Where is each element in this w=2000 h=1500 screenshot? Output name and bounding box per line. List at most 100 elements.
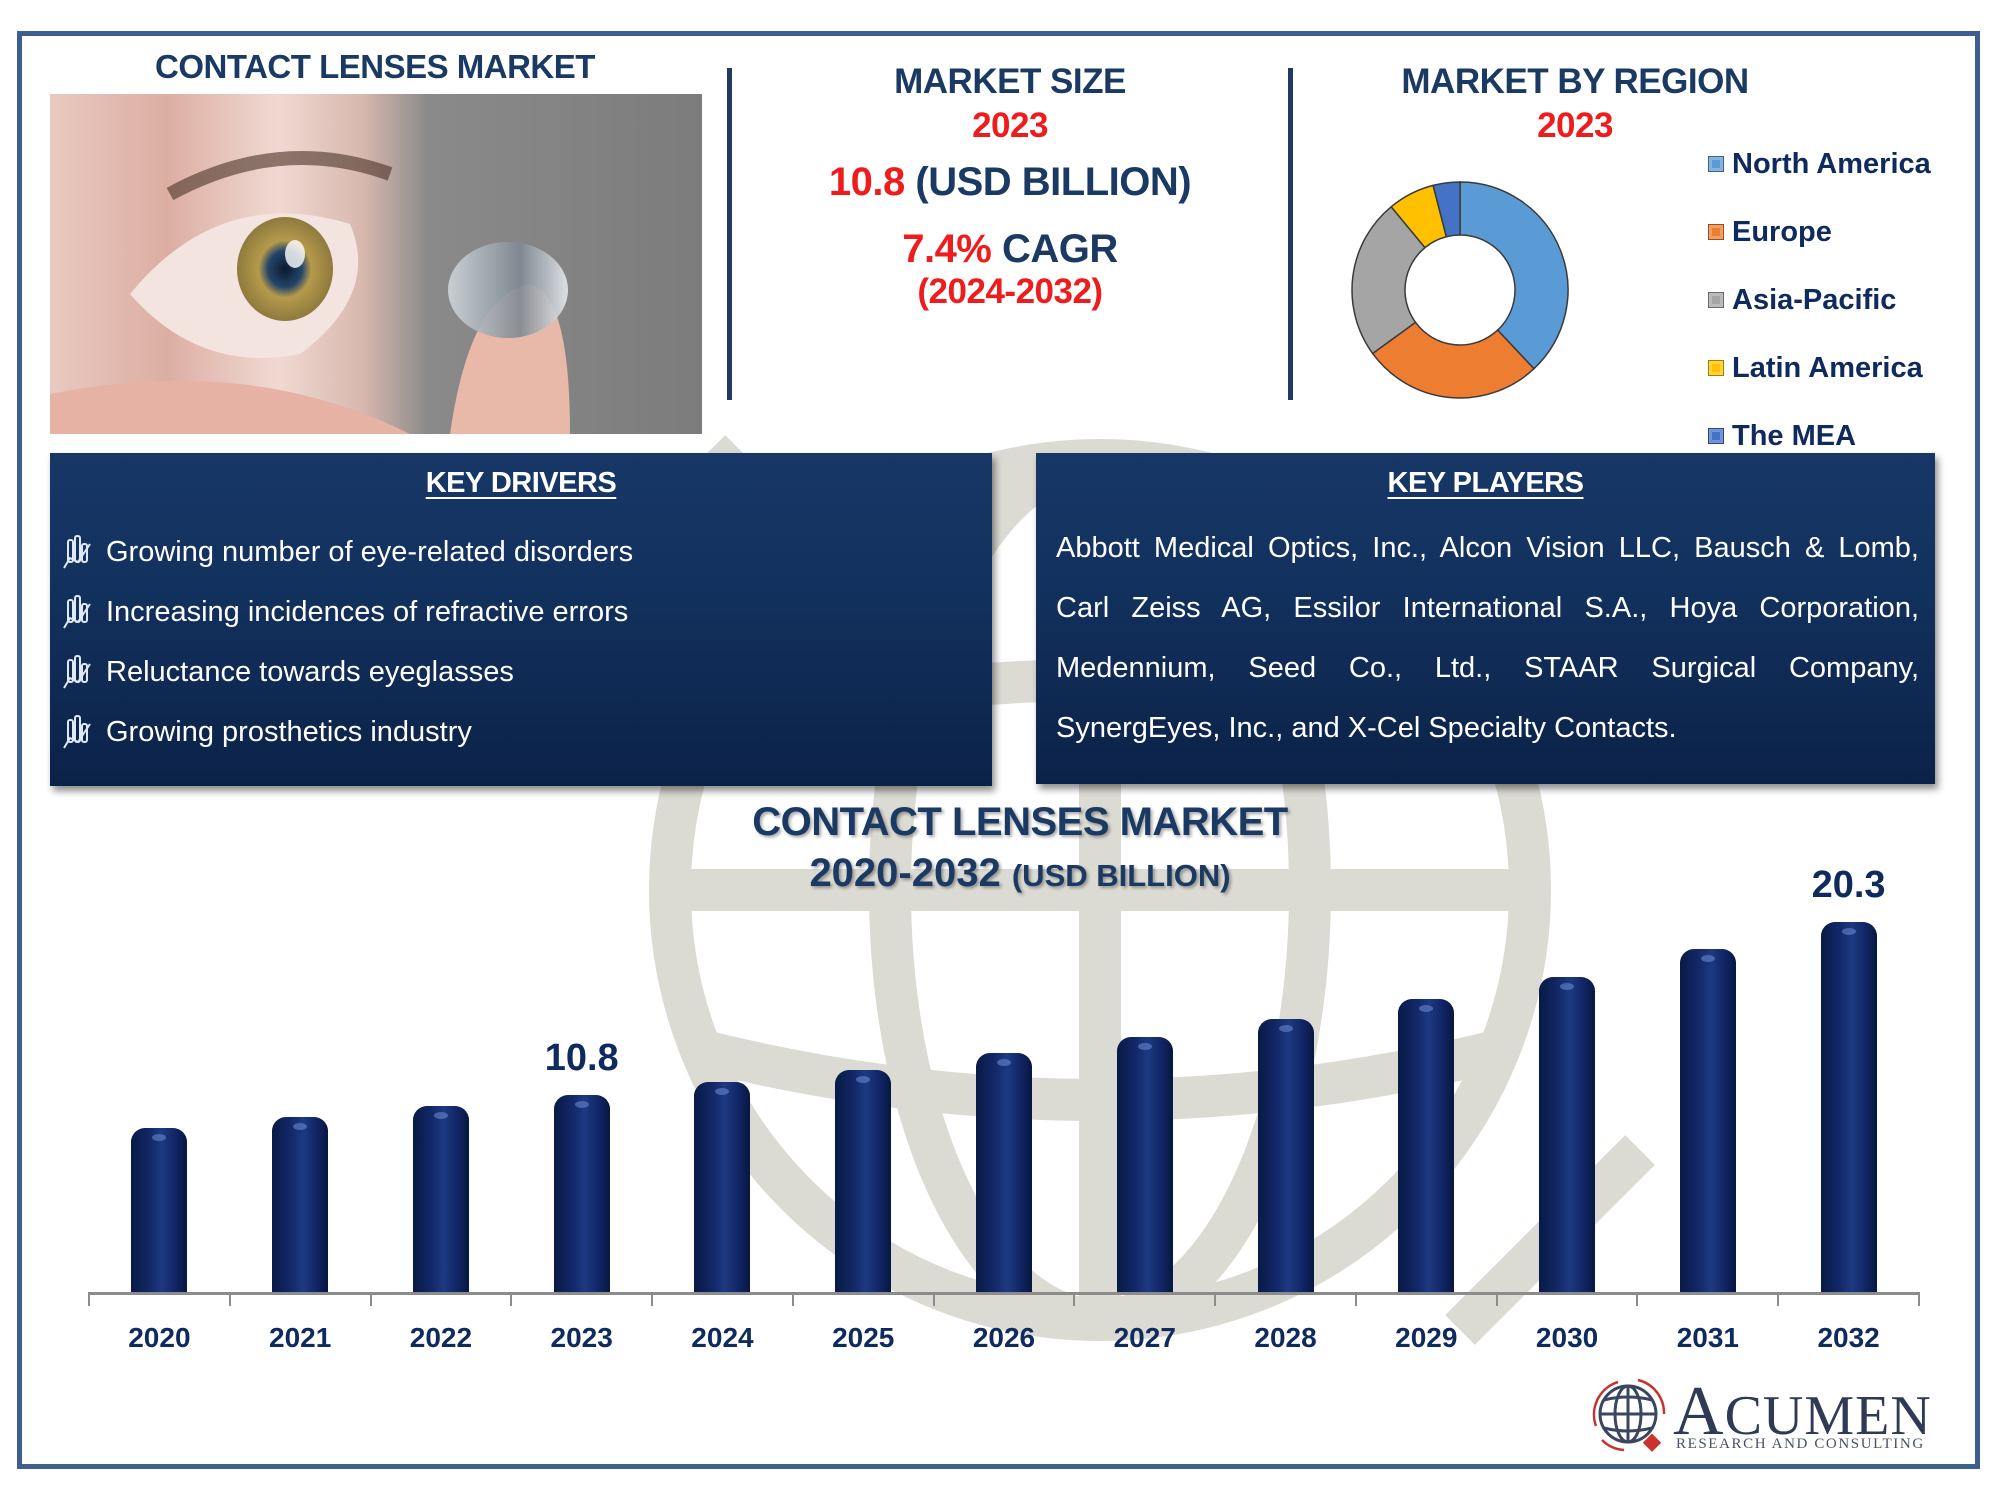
bar-rect xyxy=(272,1117,329,1292)
driver-item: Reluctance towards eyeglasses xyxy=(62,642,992,702)
driver-text: Growing number of eye-related disorders xyxy=(106,535,634,568)
bar-2028: 2028 xyxy=(1215,860,1356,1360)
market-size-value: 10.8 xyxy=(828,160,905,204)
key-drivers-heading: KEY DRIVERS xyxy=(425,467,617,499)
region-legend: North America Europe Asia-Pacific Latin … xyxy=(1708,130,1968,470)
region-year: 2023 xyxy=(1537,106,1613,145)
legend-item-latin-america: Latin America xyxy=(1708,334,1968,402)
bar-rect xyxy=(1820,922,1877,1292)
driver-item: Increasing incidences of refractive erro… xyxy=(62,582,992,642)
x-axis-label: 2031 xyxy=(1676,1322,1739,1353)
x-axis-tick xyxy=(651,1292,654,1306)
x-axis-tick xyxy=(791,1292,794,1306)
driver-text: Growing prosthetics industry xyxy=(106,715,472,748)
market-bar-chart: 2020 2021 2022 10.8 2023 2024 2025 2026 2027 2028… xyxy=(88,860,1920,1360)
bar-2030: 2030 xyxy=(1497,860,1638,1360)
bar-2027: 2027 xyxy=(1074,860,1215,1360)
x-axis-label: 2024 xyxy=(691,1322,754,1353)
bar-2032: 20.3 2032 xyxy=(1778,860,1919,1360)
x-axis-label: 2030 xyxy=(1535,1322,1599,1353)
bar-rect xyxy=(131,1127,188,1292)
key-players-box: KEY PLAYERS Abbott Medical Optics, Inc.,… xyxy=(1036,453,1935,784)
divider-right xyxy=(1288,68,1293,400)
x-axis-line xyxy=(89,1292,1919,1295)
key-drivers-box: KEY DRIVERS Growing number of eye-relate… xyxy=(50,453,992,786)
region-panel: MARKET BY REGION 2023 xyxy=(1300,62,1940,146)
legend-item-mea: The MEA xyxy=(1708,402,1968,470)
x-axis-label: 2029 xyxy=(1395,1322,1458,1353)
bar-rect xyxy=(1679,949,1736,1292)
data-label: 10.8 xyxy=(544,1037,619,1080)
x-axis-tick xyxy=(228,1292,231,1306)
cagr-line: 7.4% CAGR xyxy=(740,227,1280,272)
x-axis-label: 2027 xyxy=(1113,1322,1176,1353)
x-axis-tick xyxy=(88,1292,90,1306)
x-axis-tick xyxy=(932,1292,935,1306)
legend-label: Latin America xyxy=(1732,351,1923,384)
bar-rect xyxy=(835,1069,892,1292)
bar-chart-title-line2: 2020-2032 (USD BILLION) xyxy=(600,851,1440,896)
cagr-value: 7.4% xyxy=(902,227,992,271)
bar-rect xyxy=(1398,998,1455,1292)
key-drivers-list: Growing number of eye-related disorders … xyxy=(50,522,992,762)
driver-text: Increasing incidences of refractive erro… xyxy=(106,595,629,628)
bar-2020: 2020 xyxy=(89,860,230,1360)
market-size-unit: (USD BILLION) xyxy=(915,160,1192,204)
legend-label: North America xyxy=(1732,147,1931,180)
x-axis-tick xyxy=(369,1292,372,1306)
data-label: 20.3 xyxy=(1811,864,1886,906)
logo-tagline: RESEARCH AND CONSULTING xyxy=(1676,1436,1925,1452)
x-axis-label: 2025 xyxy=(832,1322,895,1353)
bar-2026: 2026 xyxy=(934,860,1075,1360)
x-axis-tick xyxy=(1354,1292,1357,1306)
bar-rect xyxy=(1257,1018,1314,1292)
market-size-value-line: 10.8 (USD BILLION) xyxy=(740,160,1280,205)
region-donut-chart xyxy=(1351,181,1569,399)
bar-chart-unit: (USD BILLION) xyxy=(1011,858,1231,893)
bar-2021: 2021 xyxy=(230,860,371,1360)
acumen-logo: ACUMEN RESEARCH AND CONSULTING xyxy=(1588,1372,1938,1458)
logo-cap-letter: A xyxy=(1673,1373,1725,1450)
x-axis-tick xyxy=(1636,1292,1639,1306)
bar-2024: 2024 xyxy=(652,860,793,1360)
divider-left xyxy=(727,68,732,400)
cagr-label: CAGR xyxy=(1002,227,1118,271)
x-axis-label: 2032 xyxy=(1817,1322,1880,1353)
bar-chart-title: CONTACT LENSES MARKET 2020-2032 (USD BIL… xyxy=(600,800,1440,896)
legend-swatch-europe xyxy=(1708,224,1724,240)
bar-rect xyxy=(1116,1036,1173,1292)
market-size-panel: MARKET SIZE 2023 10.8 (USD BILLION) 7.4%… xyxy=(740,62,1280,312)
x-axis-tick xyxy=(510,1292,513,1306)
legend-swatch-mea xyxy=(1708,428,1724,444)
bar-chart-period: 2020-2032 xyxy=(809,851,1001,895)
donut-slice-the-mea xyxy=(1432,181,1461,238)
bar-rect xyxy=(1539,976,1596,1292)
x-axis-label: 2028 xyxy=(1254,1322,1317,1353)
bar-2022: 2022 xyxy=(371,860,512,1360)
x-axis-label: 2026 xyxy=(972,1322,1036,1353)
bar-rect xyxy=(975,1053,1032,1292)
bar-rect xyxy=(553,1095,610,1292)
bar-chart-trend-icon xyxy=(63,715,91,749)
driver-item: Growing number of eye-related disorders xyxy=(62,522,992,582)
driver-item: Growing prosthetics industry xyxy=(62,702,992,762)
eye-contact-lens-photo xyxy=(50,94,702,434)
legend-swatch-asia-pacific xyxy=(1708,292,1724,308)
bar-chart-trend-icon xyxy=(63,655,91,689)
bar-rect xyxy=(412,1106,469,1292)
legend-swatch-latin-america xyxy=(1708,360,1724,376)
bar-2023: 10.8 2023 xyxy=(511,860,652,1360)
cagr-period: (2024-2032) xyxy=(917,272,1103,311)
market-size-year: 2023 xyxy=(972,106,1048,145)
x-axis-label: 2020 xyxy=(128,1322,191,1353)
donut-slice-asia-pacific xyxy=(1351,205,1426,355)
bar-rect xyxy=(694,1082,751,1292)
bar-2031: 2031 xyxy=(1637,860,1778,1360)
logo-wordmark: ACUMEN xyxy=(1673,1372,1932,1452)
bar-chart-trend-icon xyxy=(63,595,91,629)
driver-text: Reluctance towards eyeglasses xyxy=(106,655,514,688)
x-axis-tick xyxy=(1495,1292,1498,1306)
legend-swatch-north-america xyxy=(1708,156,1724,172)
x-axis-tick xyxy=(1777,1292,1780,1306)
region-heading: MARKET BY REGION xyxy=(1401,62,1749,101)
